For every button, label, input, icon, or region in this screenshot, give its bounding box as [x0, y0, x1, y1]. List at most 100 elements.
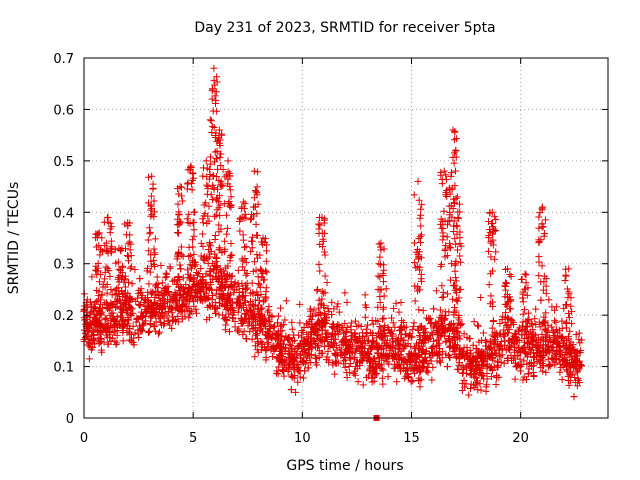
- data-point: [411, 297, 419, 305]
- data-point: [208, 95, 216, 103]
- data-point: [222, 264, 230, 272]
- data-point: [93, 286, 101, 294]
- data-point: [361, 313, 369, 321]
- data-point: [221, 301, 229, 309]
- data-point: [390, 361, 398, 369]
- data-point: [442, 175, 450, 183]
- data-point: [433, 320, 441, 328]
- data-point: [393, 378, 401, 386]
- data-point: [417, 271, 425, 279]
- data-point: [538, 330, 546, 338]
- data-point: [179, 274, 187, 282]
- data-point: [351, 363, 359, 371]
- data-point: [307, 343, 315, 351]
- data-point: [97, 338, 105, 346]
- data-point: [535, 350, 543, 358]
- data-point: [487, 373, 495, 381]
- data-point: [522, 350, 530, 358]
- data-point: [414, 263, 422, 271]
- data-point: [336, 326, 344, 334]
- data-point: [223, 224, 231, 232]
- data-point: [485, 281, 493, 289]
- data-point: [507, 343, 515, 351]
- data-point: [408, 352, 416, 360]
- data-point: [278, 333, 286, 341]
- data-point: [542, 333, 550, 341]
- data-point: [455, 359, 463, 367]
- data-point: [379, 278, 387, 286]
- data-point: [397, 335, 405, 343]
- data-point: [503, 354, 511, 362]
- y-tick-label: 0.5: [53, 155, 74, 170]
- data-point: [103, 314, 111, 322]
- data-point: [203, 220, 211, 228]
- data-point: [247, 307, 255, 315]
- data-point: [89, 336, 97, 344]
- data-point: [235, 304, 243, 312]
- data-point: [559, 357, 567, 365]
- data-point: [380, 261, 388, 269]
- data-point: [264, 339, 272, 347]
- data-point: [157, 261, 165, 269]
- data-point: [164, 307, 172, 315]
- data-point: [467, 384, 475, 392]
- data-point: [399, 345, 407, 353]
- data-point: [488, 208, 496, 216]
- data-point: [542, 348, 550, 356]
- data-point: [280, 361, 288, 369]
- data-point: [460, 376, 468, 384]
- data-point: [458, 370, 466, 378]
- data-point: [338, 337, 346, 345]
- data-point: [379, 366, 387, 374]
- data-point: [528, 319, 536, 327]
- data-point: [440, 328, 448, 336]
- data-point: [175, 276, 183, 284]
- data-point: [109, 314, 117, 322]
- data-point: [319, 243, 327, 251]
- data-point: [417, 211, 425, 219]
- data-point: [516, 355, 524, 363]
- data-point: [268, 313, 276, 321]
- data-point: [437, 323, 445, 331]
- data-point: [239, 257, 247, 265]
- data-point: [190, 226, 198, 234]
- data-point: [186, 274, 194, 282]
- data-point: [322, 333, 330, 341]
- data-point: [87, 346, 95, 354]
- data-point: [223, 317, 231, 325]
- data-point: [211, 235, 219, 243]
- data-point: [503, 279, 511, 287]
- data-point: [224, 168, 232, 176]
- data-point: [88, 328, 96, 336]
- data-point: [314, 286, 322, 294]
- data-point: [215, 221, 223, 229]
- data-point: [114, 297, 122, 305]
- data-point: [104, 213, 112, 221]
- data-point: [205, 245, 213, 253]
- data-point: [270, 323, 278, 331]
- data-point: [454, 246, 462, 254]
- data-point: [313, 331, 321, 339]
- data-point: [103, 246, 111, 254]
- data-point: [222, 211, 230, 219]
- data-point: [188, 186, 196, 194]
- data-point: [189, 243, 197, 251]
- data-point: [103, 322, 111, 330]
- data-point: [510, 339, 518, 347]
- data-point: [499, 313, 507, 321]
- data-point: [265, 318, 273, 326]
- data-point: [565, 309, 573, 317]
- data-point: [470, 381, 478, 389]
- data-point: [210, 64, 218, 72]
- data-point: [304, 342, 312, 350]
- data-point: [416, 383, 424, 391]
- data-point: [133, 294, 141, 302]
- data-point: [304, 321, 312, 329]
- data-point: [226, 186, 234, 194]
- data-point: [248, 335, 256, 343]
- data-point: [359, 355, 367, 363]
- data-point: [448, 169, 456, 177]
- data-point: [124, 219, 132, 227]
- data-point: [135, 289, 143, 297]
- data-point: [388, 314, 396, 322]
